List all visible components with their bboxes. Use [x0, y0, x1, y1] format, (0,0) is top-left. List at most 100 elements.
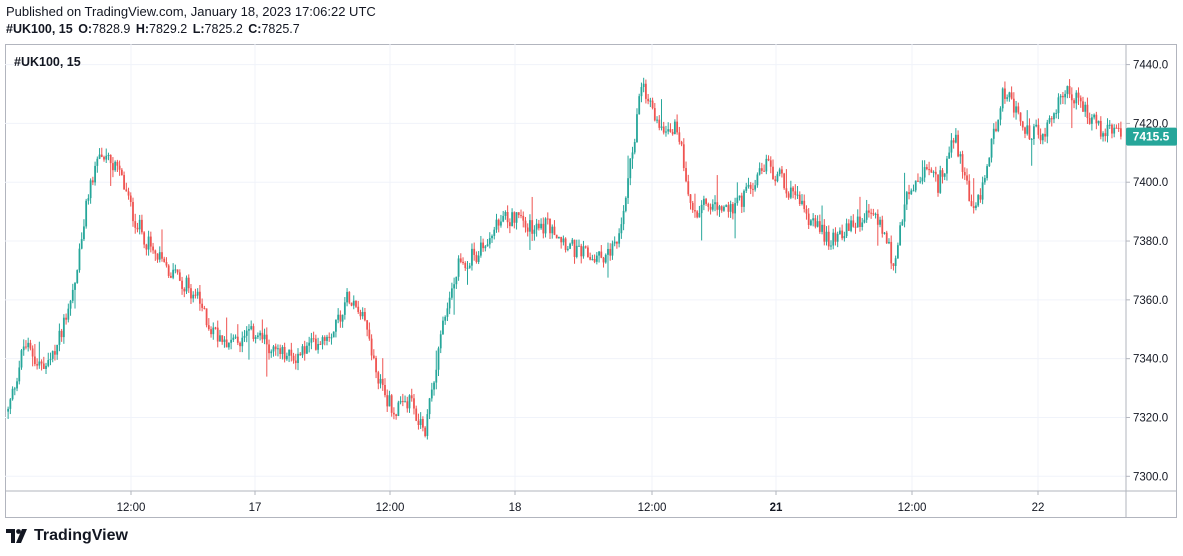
candle: [274, 343, 277, 356]
candle: [435, 350, 438, 390]
last-price-label: 7415.5: [1126, 127, 1177, 146]
candle: [413, 394, 415, 415]
candle: [319, 341, 322, 346]
candle: [1119, 121, 1122, 140]
y-tick-label: 7440.0: [1133, 60, 1168, 72]
candle: [328, 332, 331, 342]
candle: [582, 240, 585, 259]
candle: [917, 173, 919, 182]
candle: [1075, 90, 1078, 110]
candle: [769, 156, 772, 174]
candle: [789, 180, 792, 200]
candle: [1046, 119, 1049, 144]
candle: [254, 335, 257, 344]
candle: [74, 281, 76, 309]
candle: [437, 346, 440, 377]
candle: [620, 217, 623, 239]
candle: [187, 274, 190, 293]
candle: [107, 152, 110, 161]
tradingview-wordmark: TradingView: [34, 527, 128, 544]
candle: [520, 209, 522, 219]
candle: [364, 307, 366, 322]
candle: [1059, 94, 1062, 105]
candle: [553, 220, 556, 236]
candle: [18, 360, 21, 385]
candle: [977, 194, 980, 208]
candle: [651, 97, 654, 110]
candle: [653, 102, 656, 122]
candle: [116, 159, 119, 172]
candle: [497, 218, 500, 233]
candle: [903, 172, 906, 228]
candle: [285, 352, 288, 361]
candle: [31, 345, 34, 367]
candle: [999, 106, 1002, 126]
low-label: L:: [192, 22, 205, 36]
candle: [807, 208, 810, 230]
candle: [428, 397, 431, 420]
candle: [830, 240, 832, 250]
candle: [270, 349, 273, 358]
candle: [546, 212, 549, 225]
candle: [167, 264, 170, 279]
candle: [825, 226, 828, 246]
candle: [442, 316, 444, 335]
candle: [734, 197, 736, 239]
candle: [937, 174, 939, 197]
x-tick-label: 18: [509, 502, 522, 514]
candle: [194, 288, 197, 299]
candle: [473, 242, 476, 261]
candle: [589, 252, 592, 261]
candle: [426, 409, 429, 440]
candle: [1095, 111, 1098, 130]
candle: [11, 386, 14, 401]
candle: [644, 79, 647, 104]
candle: [310, 332, 313, 350]
candle: [508, 218, 511, 234]
candle: [785, 169, 788, 198]
candle: [859, 196, 861, 232]
candle: [988, 157, 991, 167]
candle: [925, 164, 928, 171]
candle: [676, 114, 679, 135]
candle: [718, 204, 721, 217]
candle: [263, 328, 266, 345]
candle: [616, 241, 618, 249]
candle: [700, 200, 703, 241]
candle: [339, 310, 342, 328]
candle: [979, 188, 982, 203]
candle: [94, 161, 96, 186]
candle: [491, 234, 493, 243]
candle: [524, 216, 527, 233]
candle: [863, 213, 866, 224]
candle: [542, 217, 545, 239]
candle: [752, 182, 754, 197]
candle: [896, 242, 899, 259]
candle: [303, 340, 306, 361]
candle: [912, 184, 915, 192]
candle: [404, 395, 406, 403]
candle: [1104, 128, 1107, 142]
candle: [466, 261, 469, 285]
candle: [1037, 118, 1040, 139]
candle: [986, 164, 988, 181]
candle: [192, 291, 195, 303]
candle: [486, 239, 489, 247]
candle: [348, 291, 351, 305]
candle: [680, 140, 683, 147]
candle: [265, 327, 268, 377]
candle: [881, 215, 884, 238]
candle: [551, 224, 554, 239]
candle: [38, 341, 41, 369]
candle: [803, 194, 806, 213]
candle: [622, 205, 625, 231]
candle: [1090, 114, 1093, 131]
candle: [27, 337, 30, 352]
candle: [241, 331, 244, 353]
candle: [317, 337, 319, 354]
candle: [939, 165, 942, 194]
candle: [225, 317, 228, 348]
candle: [236, 324, 239, 346]
candle: [818, 214, 821, 234]
